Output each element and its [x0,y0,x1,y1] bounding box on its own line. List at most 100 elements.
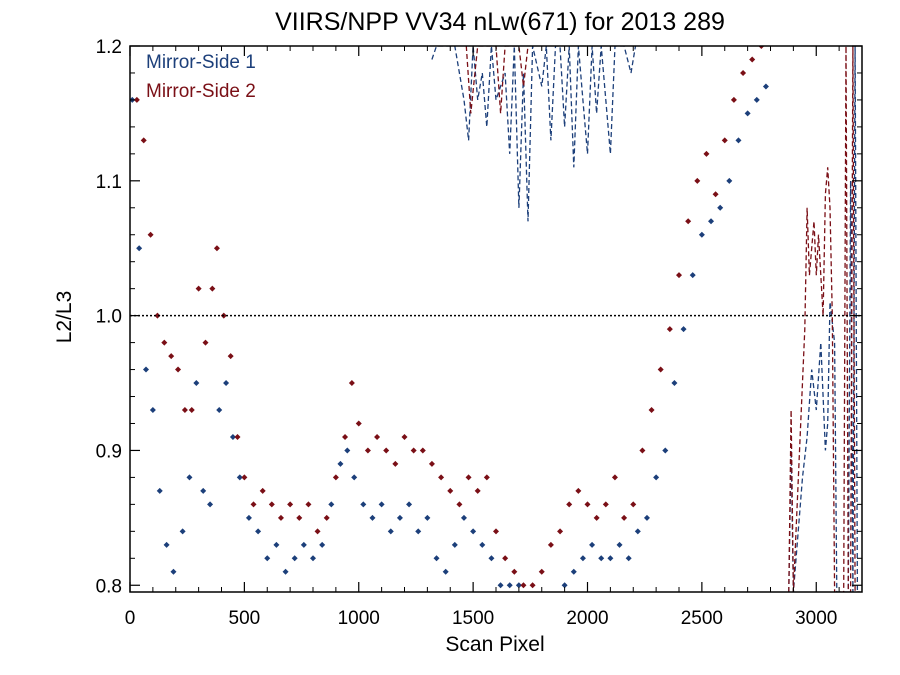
data-point [657,366,664,373]
data-point [277,514,284,521]
data-point [193,380,200,387]
data-point [255,528,262,535]
data-point [648,407,655,413]
data-point [314,528,321,535]
data-point [589,541,596,548]
data-point [630,501,637,508]
legend-item-mirror-side-1: Mirror-Side 1 [146,52,256,73]
data-point [168,353,175,360]
data-point [470,528,477,535]
x-tick-label: 1500 [452,608,494,629]
x-tick-label: 0 [125,608,136,629]
data-point [483,474,490,481]
data-point [369,514,376,521]
data-layer [130,46,862,592]
data-point [680,326,687,333]
data-point [698,231,705,238]
data-point [410,447,417,454]
data-point [291,555,298,562]
data-point [639,447,646,454]
data-point [223,380,230,387]
data-point [579,555,586,562]
data-point [143,366,150,373]
data-point [717,204,724,211]
data-point [666,326,673,333]
data-point [147,231,154,238]
data-point [351,474,358,481]
data-point [344,447,351,454]
data-point [364,447,371,454]
data-point [689,272,696,279]
data-point [762,83,769,90]
data-point [396,514,403,521]
data-point [387,528,394,535]
x-tick-label: 2500 [681,608,723,629]
data-point [740,69,747,76]
data-point [488,555,495,562]
data-point [188,407,195,413]
data-point [424,514,431,521]
data-point [378,501,385,508]
data-point [479,541,486,548]
data-point [170,568,177,575]
data-point [685,218,692,225]
data-point [753,96,760,103]
data-point [566,501,573,508]
data-point [179,528,186,535]
data-point [570,568,577,575]
data-point [502,555,509,562]
data-point [607,555,614,562]
data-point [163,541,170,548]
series-line-mirror-side-1 [431,46,860,592]
data-point [703,150,710,157]
x-tick-label: 500 [229,608,261,629]
data-point [406,501,413,508]
data-point [186,474,193,481]
data-point [236,474,243,481]
data-point [520,582,527,589]
data-point [149,407,156,413]
data-point [438,474,445,481]
data-point [538,568,545,575]
data-point [216,407,223,413]
x-tick-label: 3000 [795,608,837,629]
data-point [250,501,257,508]
data-point [671,380,678,387]
data-point [419,447,426,454]
data-point [694,177,701,184]
plot-frame [129,45,863,593]
data-point [229,433,236,440]
data-point [264,555,271,562]
data-point [547,541,554,548]
data-point [300,541,307,548]
data-point [602,501,609,508]
data-point [506,582,513,589]
y-tick-label: 1.0 [96,307,122,328]
y-tick-label: 0.8 [96,576,122,597]
data-point [730,96,737,103]
data-point [442,568,449,575]
data-point [287,501,294,508]
data-point [634,528,641,535]
data-point [296,514,303,521]
data-point [616,541,623,548]
data-point [161,339,168,346]
data-point [207,501,214,508]
data-point [337,460,344,467]
series-points-mirror-side-2 [133,46,765,589]
data-point [662,447,669,454]
data-point [428,460,435,467]
data-point [234,433,241,440]
data-point [447,487,454,494]
data-point [749,56,756,63]
data-point [515,582,522,589]
y-axis-label: L2/L3 [53,291,76,344]
data-point [259,487,266,494]
data-point [497,582,504,589]
data-point [401,433,408,440]
data-point [456,501,463,508]
data-point [712,191,719,198]
data-point [721,137,728,144]
data-point [575,487,582,494]
data-point [202,339,209,346]
